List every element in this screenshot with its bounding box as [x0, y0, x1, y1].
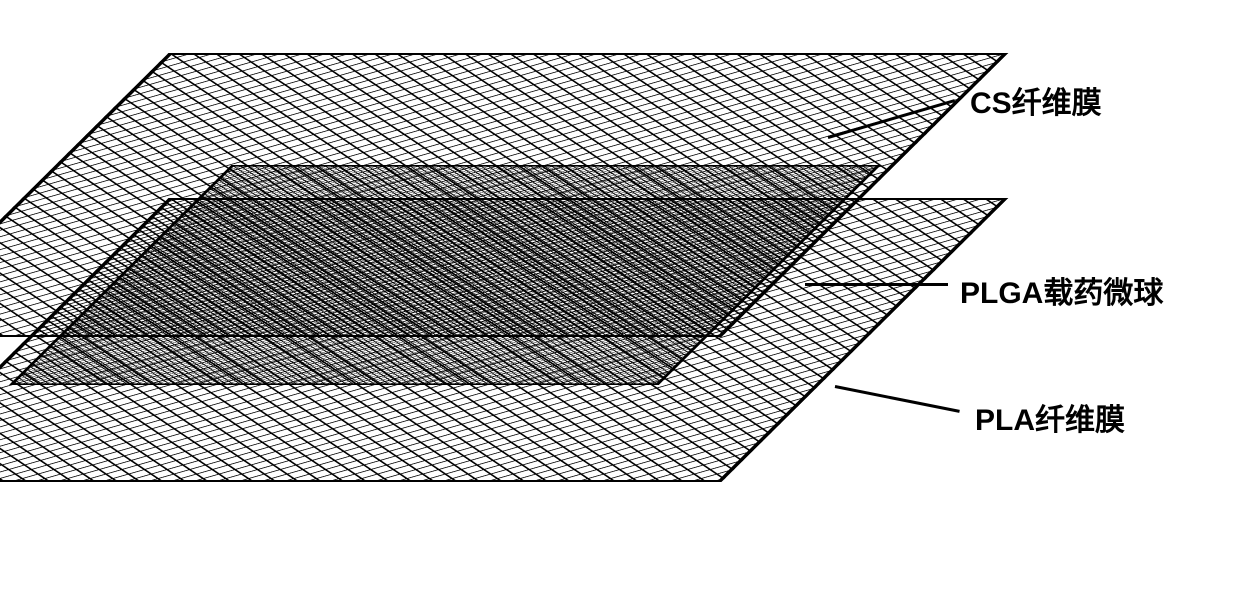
label-pla-membrane: PLA纤维膜	[975, 395, 1125, 439]
label-cs-membrane: CS纤维膜	[970, 78, 1102, 122]
leader-line-bottom	[835, 385, 961, 413]
diagram-stage: CS纤维膜 PLGA载药微球 PLA纤维膜	[0, 0, 1239, 610]
leader-line-middle	[805, 283, 948, 286]
label-plga-microspheres: PLGA载药微球	[960, 268, 1163, 312]
